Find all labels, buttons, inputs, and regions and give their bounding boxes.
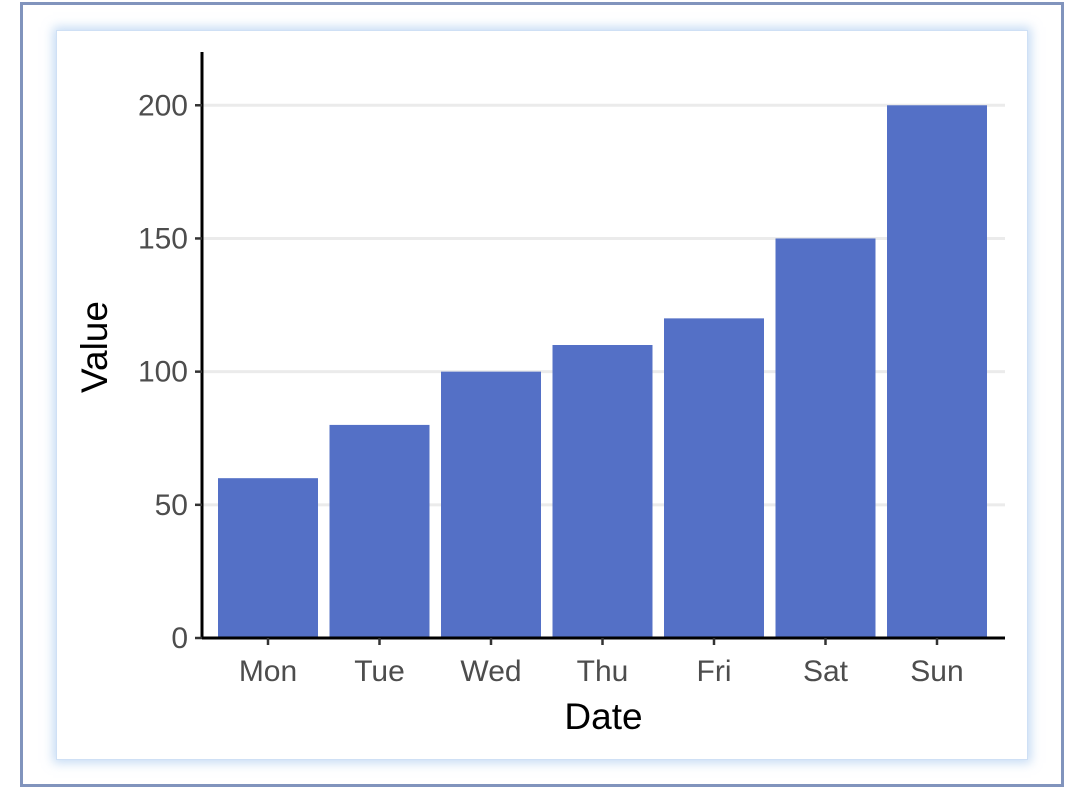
xtick-label-wed: Wed <box>460 655 521 688</box>
ytick-label-200: 200 <box>138 89 188 122</box>
ytick-label-150: 150 <box>138 222 188 255</box>
x-axis-title: Date <box>564 696 642 737</box>
bar-mon <box>218 478 318 638</box>
bar-wed <box>441 371 541 638</box>
ytick-label-100: 100 <box>138 356 188 389</box>
bar-fri <box>664 318 764 638</box>
xtick-label-fri: Fri <box>697 655 732 688</box>
y-ticks: 0 50 100 150 200 <box>138 89 202 655</box>
xtick-label-thu: Thu <box>577 655 629 688</box>
xtick-label-sat: Sat <box>803 655 849 688</box>
xtick-label-tue: Tue <box>354 655 405 688</box>
bar-sun <box>887 105 987 639</box>
bars <box>218 105 987 639</box>
ytick-label-50: 50 <box>155 489 188 522</box>
y-axis-title: Value <box>74 301 115 393</box>
bar-thu <box>552 345 653 638</box>
x-ticks: Mon Tue Wed Thu Fri Sat Sun <box>239 638 964 688</box>
bar-tue <box>329 424 430 638</box>
xtick-label-mon: Mon <box>239 655 297 688</box>
xtick-label-sun: Sun <box>910 655 963 688</box>
ytick-label-0: 0 <box>171 622 188 655</box>
bar-sat <box>775 238 876 639</box>
